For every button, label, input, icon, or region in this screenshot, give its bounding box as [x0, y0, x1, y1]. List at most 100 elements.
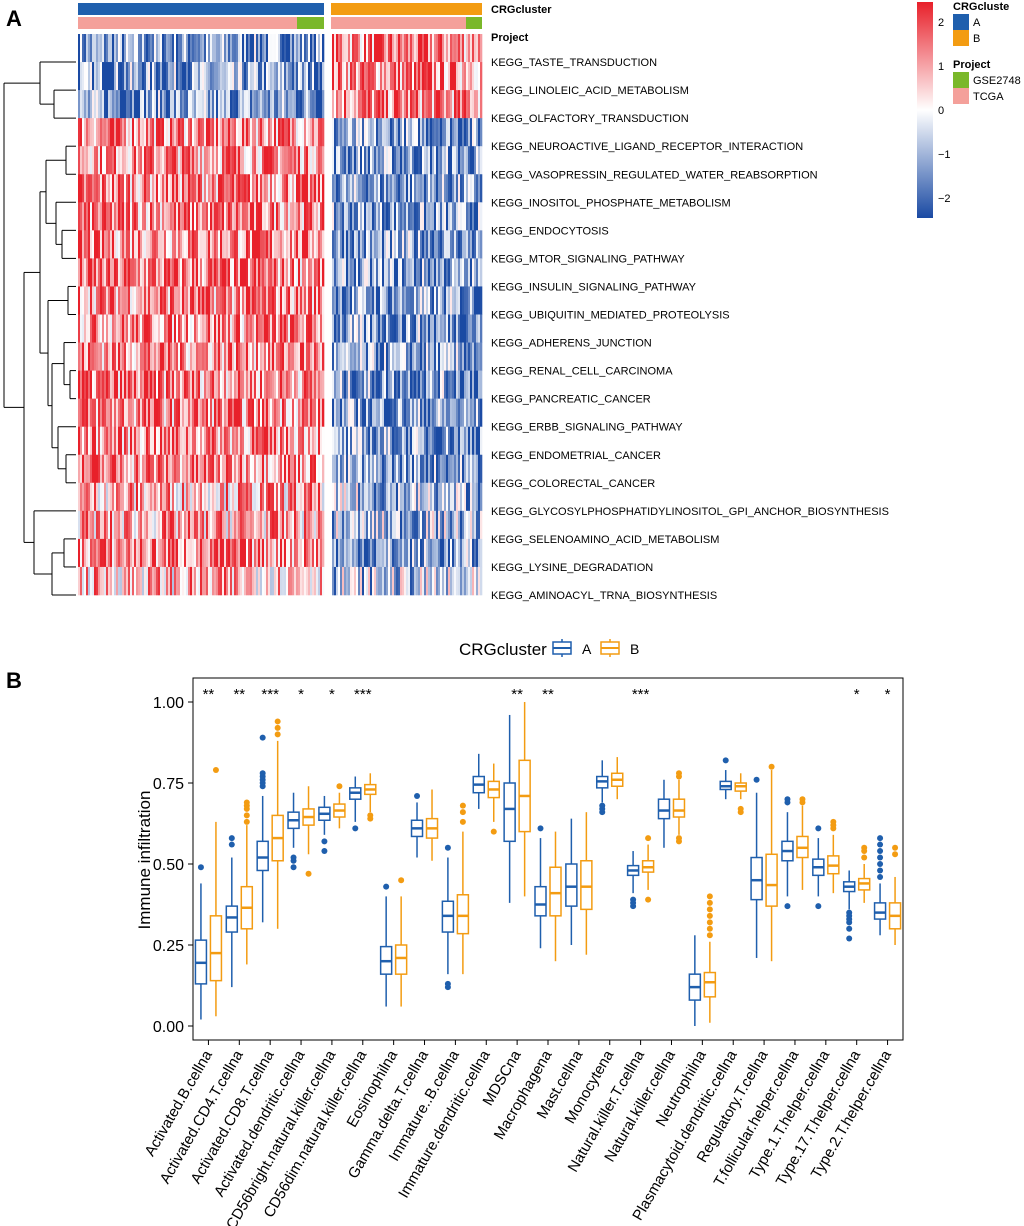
outlier-b — [645, 835, 652, 842]
outlier-a — [197, 864, 204, 871]
outlier-b — [706, 893, 713, 900]
box-b — [703, 971, 717, 998]
y-tick-label: 1.00 — [153, 695, 184, 712]
significance-label: *** — [261, 686, 279, 703]
outlier-b — [892, 851, 899, 858]
legend-label-a: A — [582, 641, 592, 657]
outlier-b — [459, 802, 466, 809]
pathway-label: KEGG_AMINOACYL_TRNA_BIOSYNTHESIS — [491, 590, 717, 602]
box-a — [503, 782, 516, 843]
outlier-b — [398, 877, 405, 884]
box-b — [580, 860, 593, 911]
outlier-b — [305, 870, 312, 877]
boxplot-legend: CRGcluster A B — [459, 639, 639, 659]
outlier-b — [675, 770, 682, 777]
legend-title-cluster: CRGcluste — [953, 1, 1009, 13]
box-a — [225, 905, 239, 933]
scale-tick: −2 — [938, 193, 951, 205]
box-a — [873, 902, 887, 920]
pathway-label: KEGG_ADHERENS_JUNCTION — [491, 338, 652, 350]
box-b — [765, 853, 778, 907]
y-tick-label: 0.00 — [153, 1019, 184, 1036]
outlier-a — [290, 864, 297, 871]
outlier-b — [675, 835, 682, 842]
box-a — [256, 840, 269, 872]
outlier-b — [243, 799, 250, 806]
outlier-a — [352, 825, 359, 832]
outlier-a — [630, 896, 637, 903]
scale-tick: 2 — [938, 17, 944, 29]
outlier-b — [768, 763, 775, 770]
outlier-b — [861, 844, 868, 851]
legend-swatch-tcga — [953, 88, 969, 104]
panel-label-a: A — [6, 6, 22, 31]
pathway-label: KEGG_MTOR_SIGNALING_PATHWAY — [491, 253, 685, 265]
pathway-label: KEGG_OLFACTORY_TRANSDUCTION — [491, 113, 689, 125]
pathway-label: KEGG_ENDOMETRIAL_CANCER — [491, 450, 661, 462]
outlier-b — [367, 812, 374, 819]
significance-label: * — [298, 686, 304, 703]
outlier-a — [784, 903, 791, 910]
box-b — [456, 894, 470, 935]
outlier-b — [706, 899, 713, 906]
outlier-a — [228, 841, 235, 848]
significance-label: ** — [511, 686, 523, 703]
legend-label-a: A — [973, 17, 981, 29]
outlier-b — [459, 809, 466, 816]
outlier-a — [877, 873, 884, 880]
box-b — [209, 915, 223, 982]
boxplot-panel: B CRGcluster A B 0.00 0.25 0.50 0.75 1.00 Immun… — [6, 639, 904, 1226]
cluster-bar-a — [78, 3, 324, 15]
outlier-b — [274, 731, 281, 738]
pathway-label: KEGG_GLYCOSYLPHOSPHATIDYLINOSITOL_GPI_AN… — [491, 506, 889, 518]
significance-label: * — [329, 686, 335, 703]
scale-tick: 1 — [938, 61, 944, 73]
pathway-label: KEGG_RENAL_CELL_CARCINOMA — [491, 366, 673, 378]
pathway-label: KEGG_ENDOCYTOSIS — [491, 225, 609, 237]
pathway-label: KEGG_VASOPRESSIN_REGULATED_WATER_REABSOR… — [491, 169, 818, 181]
pathway-label: KEGG_TASTE_TRANSDUCTION — [491, 57, 657, 69]
pathway-label: KEGG_UBIQUITIN_MEDIATED_PROTEOLYSIS — [491, 310, 730, 322]
significance-label: ** — [542, 686, 554, 703]
box-a — [565, 863, 578, 907]
project-bar-b-gse — [466, 17, 482, 29]
outlier-a — [414, 792, 421, 799]
outlier-a — [259, 770, 266, 777]
outlier-a — [877, 867, 884, 874]
color-scale-bar — [917, 2, 933, 218]
outlier-b — [645, 896, 652, 903]
outlier-b — [830, 818, 837, 825]
outlier-b — [274, 718, 281, 725]
outlier-a — [383, 883, 390, 890]
outlier-a — [846, 909, 853, 916]
outlier-b — [212, 767, 219, 774]
row-dendrogram — [3, 61, 76, 596]
outlier-a — [228, 835, 235, 842]
panel-label-b: B — [6, 668, 22, 693]
project-bar-a-gse — [297, 17, 324, 29]
y-tick-label: 0.50 — [153, 857, 184, 874]
outlier-a — [877, 848, 884, 855]
annot-label-cluster: CRGcluster — [491, 4, 552, 16]
outlier-a — [846, 935, 853, 942]
pathway-label: KEGG_LINOLEIC_ACID_METABOLISM — [491, 85, 689, 97]
legend-swatch-a — [953, 14, 969, 30]
significance-label: * — [885, 686, 891, 703]
outlier-b — [892, 844, 899, 851]
significance-label: * — [854, 686, 860, 703]
outlier-a — [722, 757, 729, 764]
outlier-b — [706, 925, 713, 932]
legend-title: CRGcluster — [459, 640, 547, 659]
box-a — [534, 885, 547, 917]
significance-label: *** — [354, 686, 372, 703]
outlier-b — [799, 796, 806, 803]
y-axis-label: Immune infiltration — [135, 791, 154, 930]
outlier-b — [706, 919, 713, 926]
box-b — [672, 798, 686, 818]
scale-tick: −1 — [938, 149, 951, 161]
heatmap-cells — [78, 34, 483, 596]
outlier-b — [459, 818, 466, 825]
box-b — [394, 944, 408, 975]
